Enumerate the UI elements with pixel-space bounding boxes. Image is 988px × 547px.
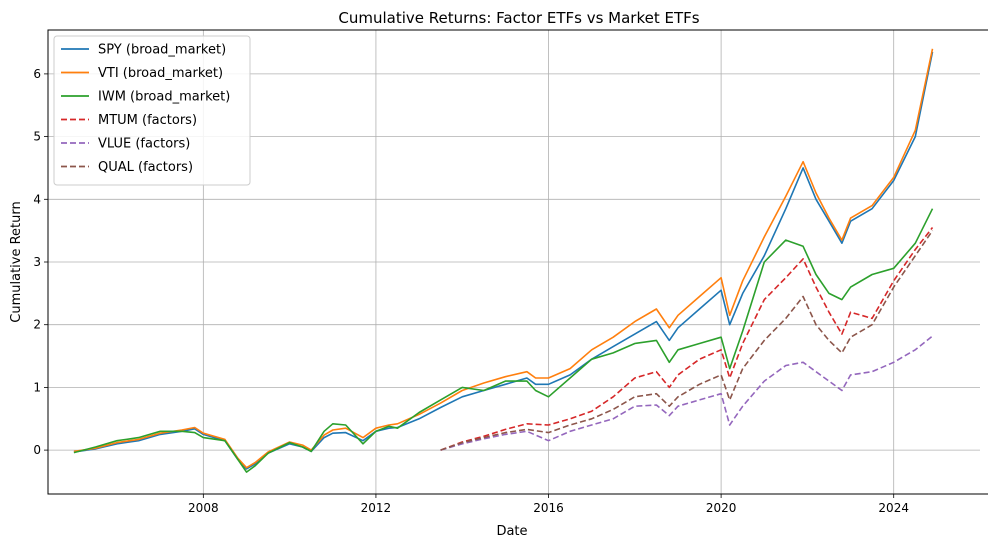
y-tick-label: 1	[33, 380, 41, 394]
legend-label-0: SPY (broad_market)	[98, 43, 226, 58]
chart-title: Cumulative Returns: Factor ETFs vs Marke…	[338, 9, 699, 27]
x-tick-label: 2016	[533, 501, 564, 515]
legend-label-5: QUAL (factors)	[98, 160, 193, 175]
legend-box	[53, 35, 251, 186]
ticks: 2008 2012 2016 2020 2024 0 1 2 3 4 5 6	[33, 67, 909, 515]
series-line-4	[440, 335, 934, 451]
x-tick-label: 2024	[878, 501, 909, 515]
legend-label-1: VTI (broad_market)	[98, 66, 223, 81]
x-tick-label: 2008	[188, 501, 219, 515]
legend-label-3: MTUM (factors)	[98, 113, 197, 128]
y-tick-label: 6	[33, 67, 41, 81]
legend-label-4: VLUE (factors)	[98, 137, 190, 152]
series-line-2	[73, 208, 934, 473]
legend: SPY (broad_market) VTI (broad_market) IWM …	[53, 35, 251, 186]
y-tick-label: 4	[33, 192, 41, 206]
x-tick-label: 2020	[706, 501, 737, 515]
series-line-3	[440, 227, 934, 451]
y-tick-label: 2	[33, 318, 41, 332]
y-tick-label: 0	[33, 443, 41, 457]
y-axis-label: Cumulative Return	[9, 201, 24, 322]
y-tick-label: 3	[33, 255, 41, 269]
x-axis-label: Date	[496, 524, 527, 539]
legend-label-2: IWM (broad_market)	[98, 90, 230, 105]
series-lines	[73, 48, 934, 473]
x-tick-label: 2012	[361, 501, 392, 515]
series-line-5	[440, 230, 934, 451]
y-tick-label: 5	[33, 130, 41, 144]
